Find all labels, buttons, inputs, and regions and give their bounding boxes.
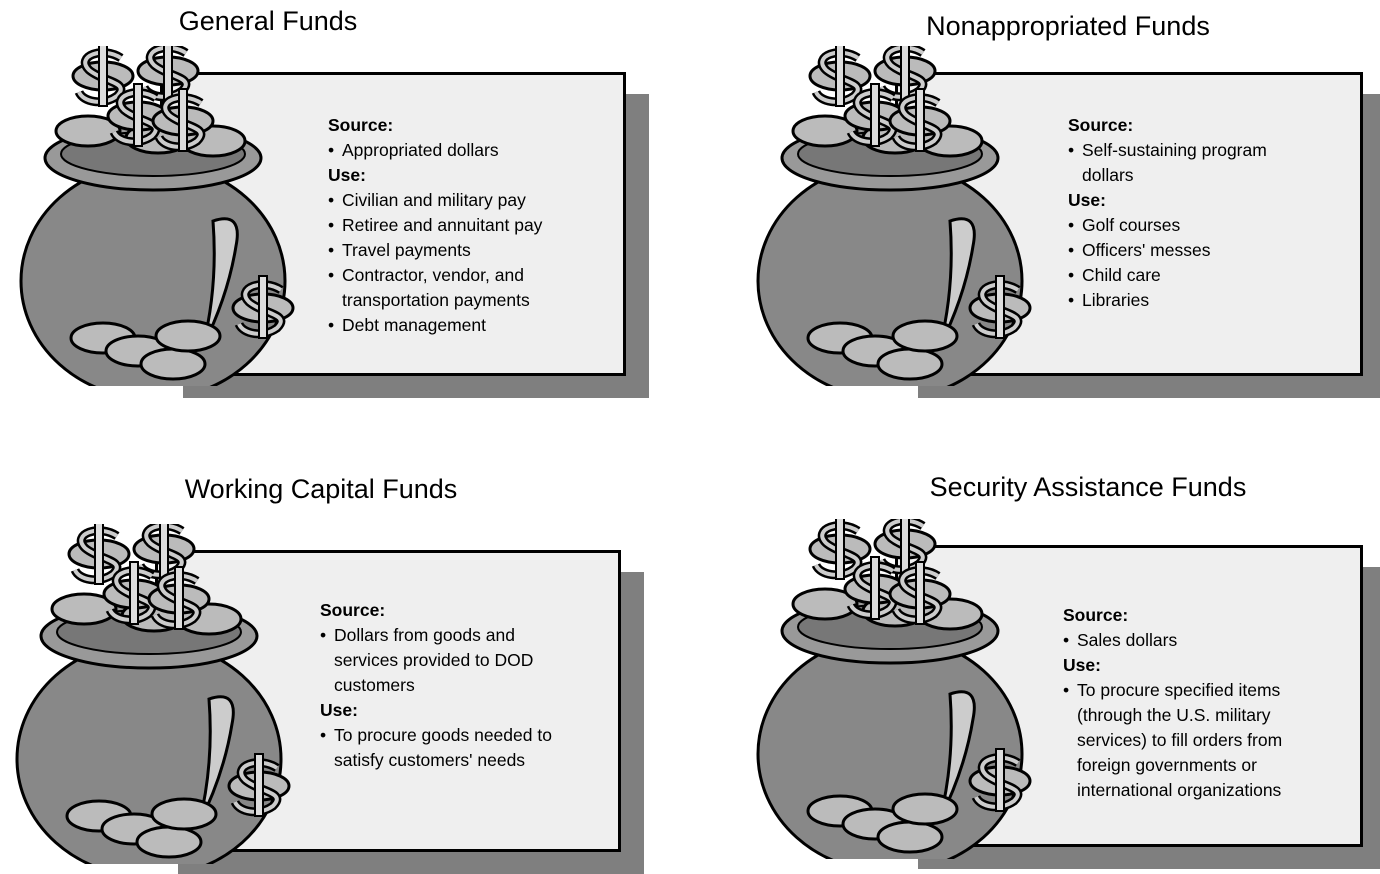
source-label: Source: [1063,603,1303,628]
source-item: Dollars from goods and services provided… [320,623,552,698]
money-pot-icon [4,524,304,864]
money-pot-icon [745,519,1045,859]
use-label: Use: [1068,188,1300,213]
source-item: Self-sustaining program dollars [1068,138,1300,188]
use-item: Civilian and military pay [328,188,578,213]
source-label: Source: [1068,113,1300,138]
money-pot-icon [8,46,308,386]
panel-text: Source:Self-sustaining program dollarsUs… [1068,113,1300,313]
use-item: Child care [1068,263,1300,288]
use-item: To procure goods needed to satisfy custo… [320,723,552,773]
panel-title: General Funds [179,6,358,37]
source-label: Source: [320,598,552,623]
page: General FundsSource:Appropriated dollars… [0,0,1380,869]
use-label: Use: [328,163,578,188]
panel-text: Source:Appropriated dollarsUse:Civilian … [328,113,578,338]
panel-title: Security Assistance Funds [930,472,1247,503]
source-item: Sales dollars [1063,628,1303,653]
use-item: To procure specified items (through the … [1063,678,1303,803]
use-item: Debt management [328,313,578,338]
panel-title: Working Capital Funds [185,474,458,505]
money-pot-icon [745,46,1045,386]
panel-text: Source:Dollars from goods and services p… [320,598,552,773]
use-item: Contractor, vendor, and transportation p… [328,263,578,313]
use-item: Golf courses [1068,213,1300,238]
source-label: Source: [328,113,578,138]
source-item: Appropriated dollars [328,138,578,163]
use-item: Officers' messes [1068,238,1300,263]
use-label: Use: [320,698,552,723]
use-item: Libraries [1068,288,1300,313]
use-item: Retiree and annuitant pay [328,213,578,238]
panel-title: Nonappropriated Funds [926,11,1210,42]
use-item: Travel payments [328,238,578,263]
use-label: Use: [1063,653,1303,678]
